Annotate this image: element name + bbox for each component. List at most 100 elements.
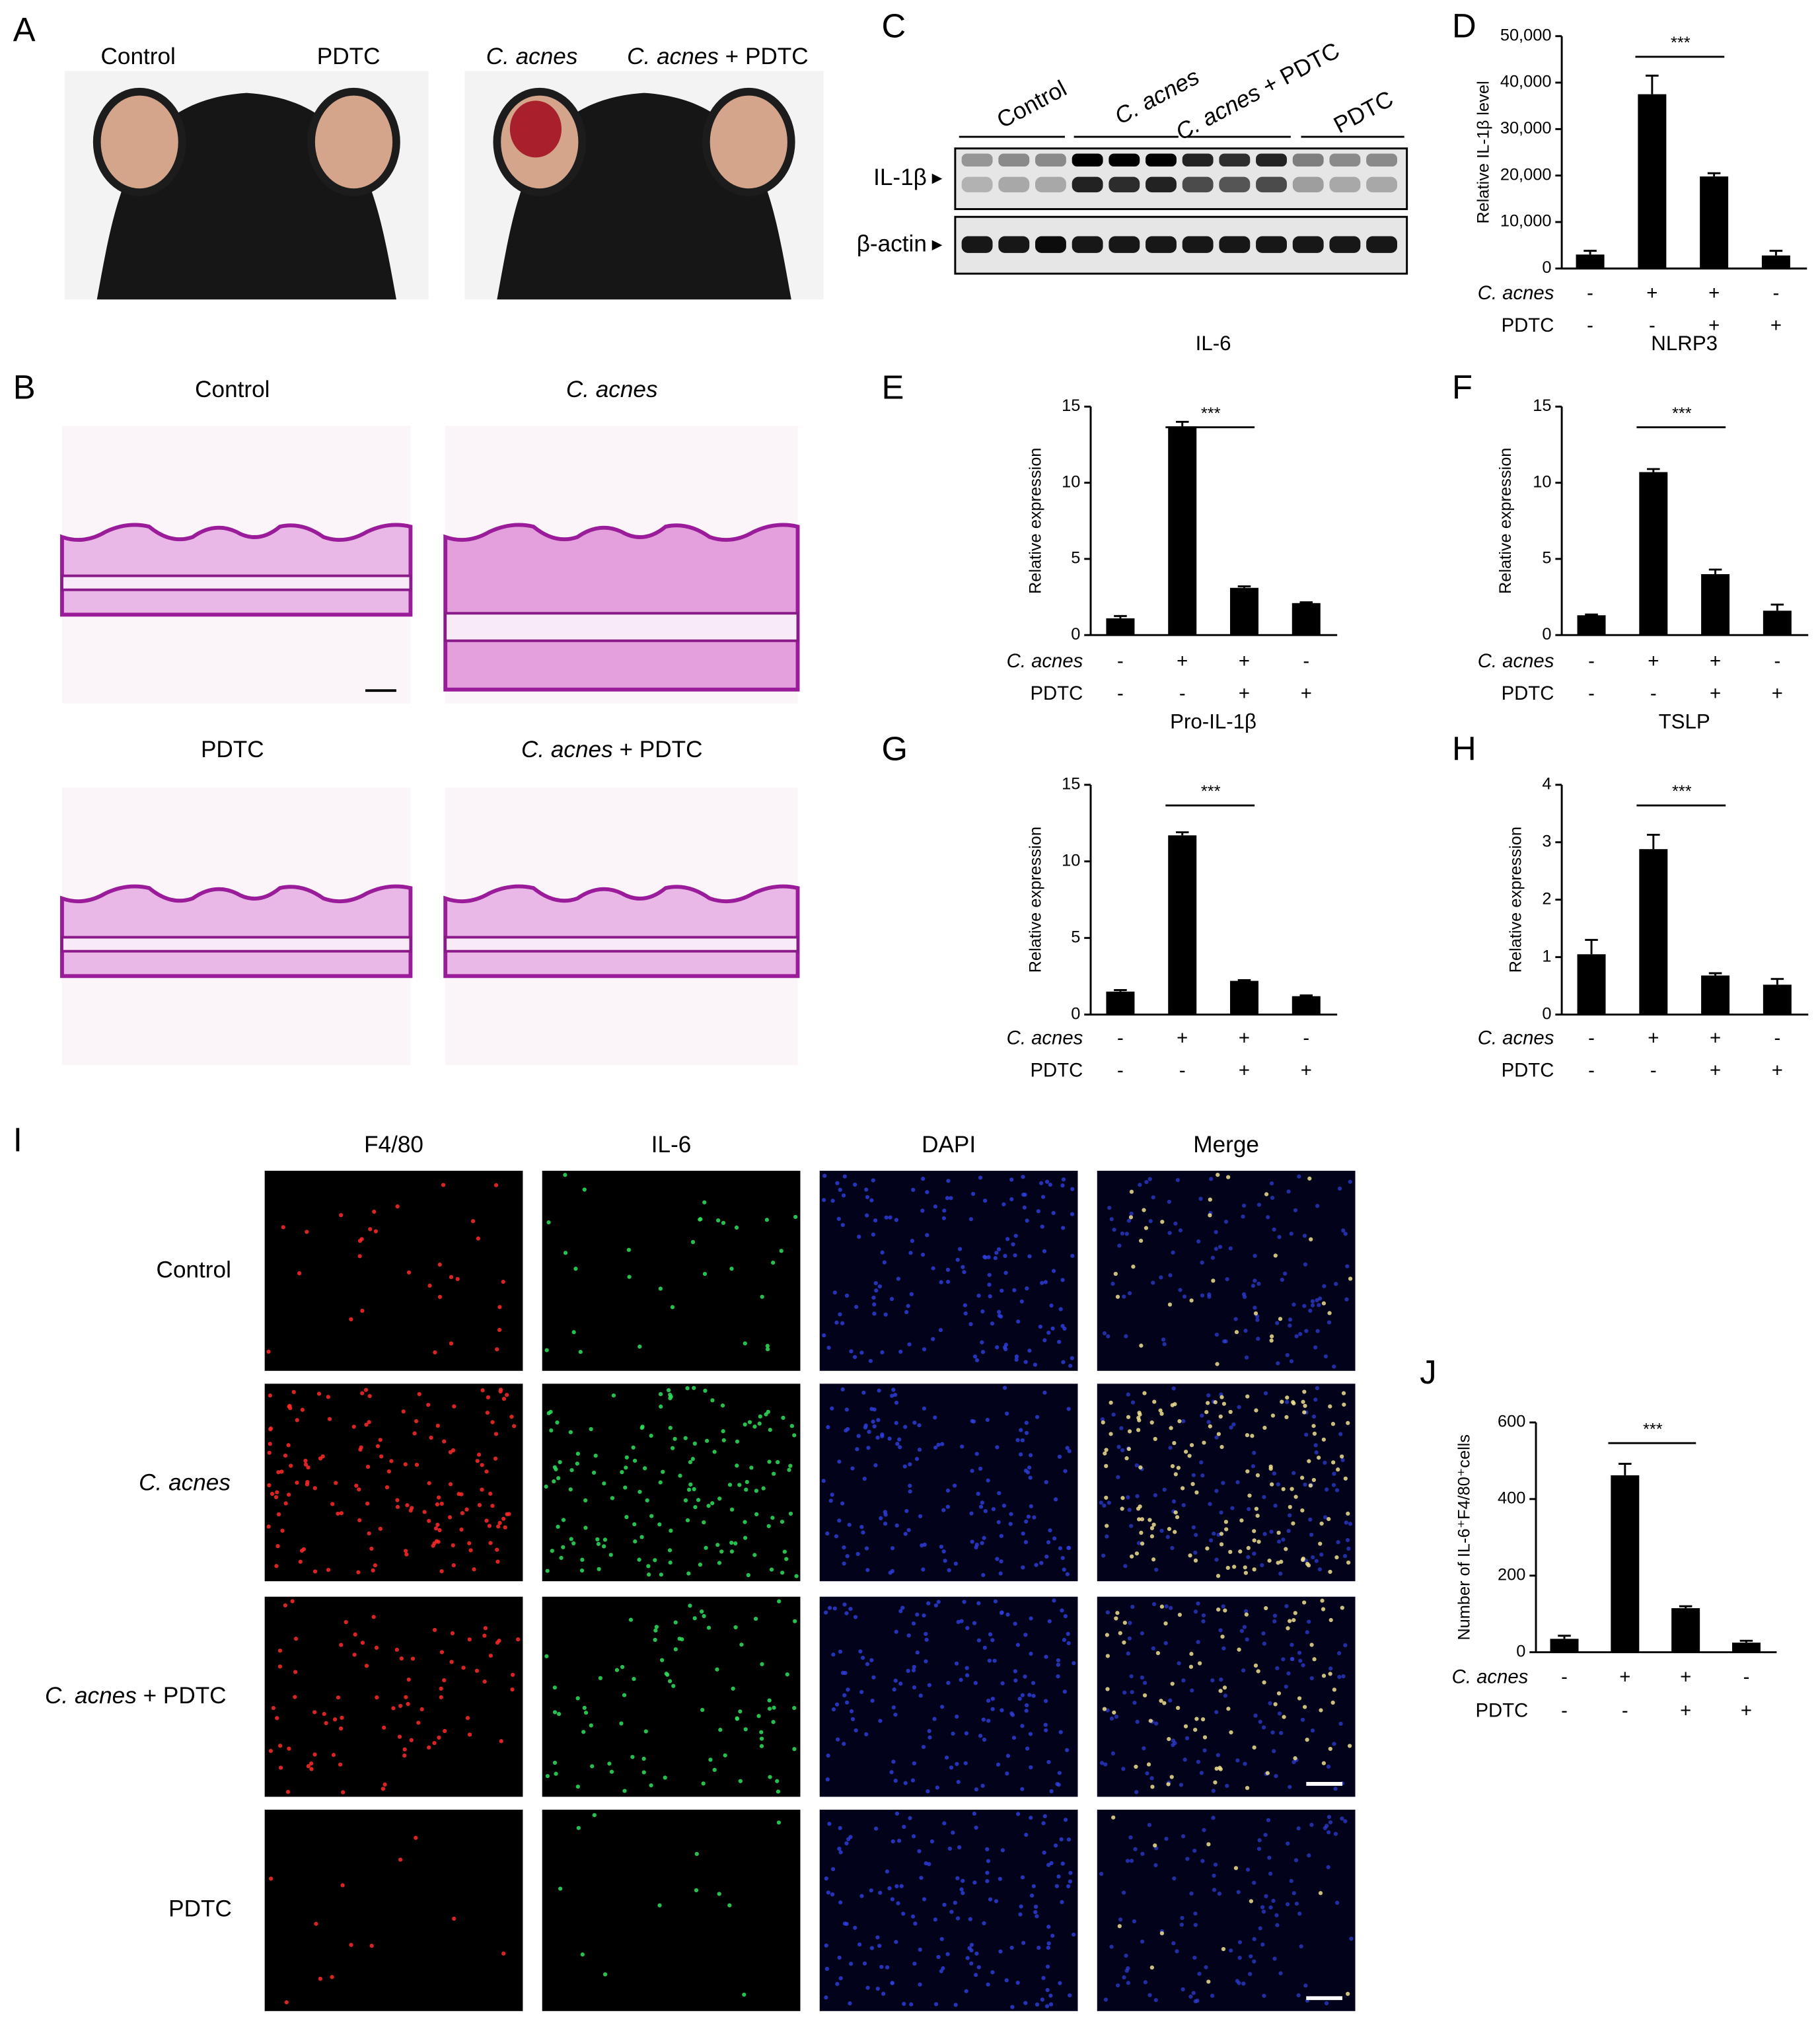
- fluorescent-dot: [877, 1943, 882, 1948]
- fluorescent-dot: [1307, 1853, 1311, 1858]
- band: [1366, 153, 1398, 167]
- fluorescent-dot: [1066, 1837, 1072, 1842]
- fluorescent-dot: [1334, 1488, 1340, 1493]
- fluorescent-dot: [906, 1633, 911, 1638]
- fluorescent-dot: [789, 1424, 794, 1428]
- fluorescent-dot: [972, 1621, 977, 1625]
- fluorescent-dot: [865, 1662, 870, 1666]
- fluorescent-dot: [1323, 1826, 1327, 1831]
- fluorescent-dot: [1020, 1875, 1025, 1880]
- fluorescent-dot: [602, 1972, 608, 1977]
- fluorescent-dot: [1206, 1393, 1211, 1398]
- fluorescent-dot: [974, 1973, 978, 1978]
- fluorescent-dot: [936, 1600, 941, 1604]
- fluorescent-dot: [1268, 1464, 1273, 1469]
- fluorescent-dot: [607, 1761, 612, 1766]
- fluorescent-dot: [575, 1452, 581, 1456]
- fluorescent-dot: [1142, 1680, 1147, 1685]
- fluorescent-dot: [331, 1753, 336, 1757]
- fluorescent-dot: [1028, 1453, 1033, 1458]
- fluorescent-dot: [1263, 1391, 1268, 1395]
- fluorescent-dot: [671, 1683, 676, 1688]
- fluorescent-dot: [467, 1732, 472, 1737]
- condition-mark: -: [1650, 1059, 1657, 1081]
- fluorescent-dot: [295, 1480, 299, 1485]
- fluorescent-dot: [1115, 1294, 1120, 1299]
- fluorescent-dot: [881, 1991, 886, 1996]
- fluorescent-dot: [1005, 1612, 1010, 1617]
- y-tick-label: 5: [1542, 549, 1551, 568]
- fluorescent-dot: [1138, 1504, 1142, 1509]
- fluorescent-dot: [1300, 1717, 1305, 1722]
- fluorescent-dot: [1334, 1555, 1339, 1560]
- fluorescent-dot: [632, 1522, 637, 1527]
- bar: [1292, 603, 1321, 636]
- label: C. acnes: [486, 44, 578, 69]
- condition-mark: -: [1622, 1699, 1628, 1721]
- fluorescent-dot: [838, 1826, 842, 1830]
- fluorescent-dot: [437, 1294, 443, 1300]
- fluorescent-dot: [838, 1649, 843, 1654]
- fluorescent-dot: [969, 1948, 974, 1953]
- fluorescent-dot: [1219, 1395, 1224, 1399]
- significance-label: ***: [1201, 404, 1221, 423]
- fluorescent-dot: [1170, 1463, 1175, 1469]
- fluorescent-dot: [712, 1450, 717, 1454]
- fluorescent-dot: [488, 1653, 493, 1658]
- fluorescent-dot: [1003, 1271, 1008, 1275]
- fluorescent-dot: [668, 1560, 673, 1565]
- fluorescent-dot: [764, 1412, 768, 1417]
- fluorescent-dot: [378, 1438, 382, 1442]
- fluorescent-dot: [1188, 1994, 1193, 1999]
- fluorescent-dot: [986, 1982, 990, 1987]
- fluorescent-dot: [891, 1705, 896, 1710]
- fluorescent-dot: [745, 1479, 749, 1485]
- fluorescent-dot: [1266, 1818, 1271, 1822]
- bar: [1230, 980, 1258, 1015]
- fluorescent-dot: [1303, 1403, 1307, 1408]
- fluorescent-dot: [1054, 1884, 1059, 1888]
- fluorescent-dot: [268, 1393, 273, 1398]
- fluorescent-dot: [1308, 1308, 1313, 1313]
- fluorescent-dot: [1229, 1730, 1233, 1735]
- fluorescent-dot: [579, 1568, 585, 1573]
- fluorescent-dot: [595, 1537, 600, 1541]
- fluorescent-dot: [1228, 1246, 1233, 1251]
- fluorescent-dot: [831, 1707, 836, 1712]
- y-axis-label: Relative IL-1β level: [1474, 81, 1493, 223]
- fluorescent-dot: [1029, 1504, 1033, 1508]
- label: PDTC: [1330, 86, 1398, 138]
- fluorescent-dot: [1252, 1937, 1256, 1942]
- fluorescent-dot: [1219, 1542, 1224, 1547]
- label: Merge: [1193, 1132, 1259, 1158]
- fluorescent-dot: [859, 1689, 864, 1695]
- fluorescent-dot: [1029, 1616, 1033, 1621]
- y-tick-label: 600: [1498, 1413, 1525, 1431]
- fluorescent-dot: [339, 1212, 344, 1218]
- fluorescent-dot: [920, 1252, 926, 1257]
- fluorescent-dot: [464, 1507, 469, 1512]
- fluorescent-dot: [1256, 1337, 1260, 1341]
- y-tick-label: 15: [1533, 396, 1551, 415]
- fluorescent-dot: [447, 1515, 453, 1520]
- fluorescent-dot: [704, 1545, 708, 1550]
- fluorescent-dot: [1285, 1395, 1290, 1400]
- band: [1035, 176, 1066, 193]
- fluorescent-dot: [1129, 1211, 1134, 1216]
- fluorescent-dot: [698, 1563, 703, 1567]
- fluorescent-dot: [739, 1643, 744, 1647]
- fluorescent-dot: [1247, 1493, 1252, 1498]
- fluorescent-dot: [1044, 1728, 1048, 1732]
- fluorescent-dot: [495, 1559, 500, 1564]
- fluorescent-dot: [1105, 1610, 1110, 1615]
- fluorescent-dot: [1224, 1527, 1229, 1532]
- fluorescent-dot: [271, 1706, 276, 1711]
- fluorescent-dot: [953, 1900, 957, 1905]
- bar: [1292, 996, 1321, 1015]
- fluorescent-dot: [822, 1333, 826, 1338]
- fluorescent-dot: [1288, 1785, 1292, 1789]
- fluorescent-dot: [484, 1518, 489, 1523]
- fluorescent-dot: [1060, 1183, 1065, 1188]
- fluorescent-dot: [939, 1544, 944, 1549]
- fluorescent-dot: [1302, 1410, 1307, 1415]
